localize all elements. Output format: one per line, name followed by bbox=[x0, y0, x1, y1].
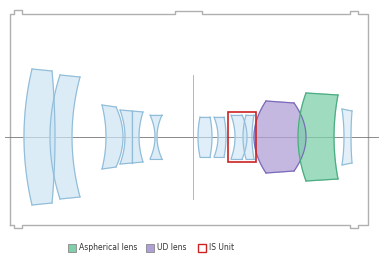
Polygon shape bbox=[243, 115, 254, 159]
Bar bbox=[68, 244, 76, 252]
Polygon shape bbox=[342, 109, 352, 165]
Polygon shape bbox=[150, 115, 162, 159]
Text: UD lens: UD lens bbox=[157, 243, 187, 252]
Polygon shape bbox=[198, 117, 212, 157]
Polygon shape bbox=[132, 111, 143, 163]
Polygon shape bbox=[24, 69, 55, 205]
Text: Aspherical lens: Aspherical lens bbox=[79, 243, 137, 252]
Bar bbox=[228, 112, 256, 162]
Polygon shape bbox=[231, 115, 247, 159]
Polygon shape bbox=[102, 105, 123, 169]
Bar bbox=[198, 244, 206, 252]
Polygon shape bbox=[50, 75, 80, 199]
Polygon shape bbox=[254, 101, 306, 173]
Polygon shape bbox=[298, 93, 338, 181]
Polygon shape bbox=[214, 117, 226, 157]
Text: IS Unit: IS Unit bbox=[209, 243, 234, 252]
Polygon shape bbox=[120, 110, 132, 164]
Bar bbox=[146, 244, 154, 252]
